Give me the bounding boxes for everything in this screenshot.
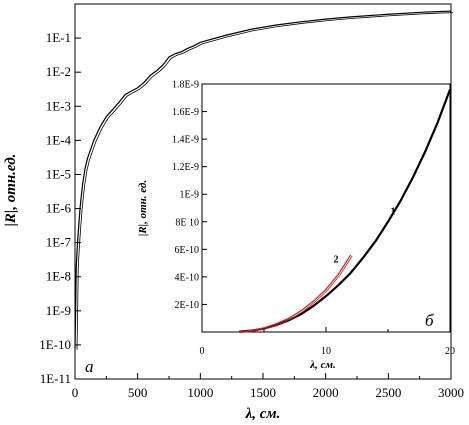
inset-y-axis-title: |R|, отн. ед.: [137, 180, 149, 236]
main-y-tick-label: 1E-8: [46, 269, 71, 284]
main-x-tick-label: 1500: [250, 385, 276, 400]
inset-y-tick-label: 6E-10: [175, 245, 199, 256]
inset-series-group: [239, 89, 452, 333]
inset-y-tick-label: 4E-10: [175, 272, 199, 283]
main-x-tick-label: 1000: [187, 385, 213, 400]
main-x-tick-label: 0: [72, 385, 79, 400]
inset-x-tick-label: 20: [445, 346, 455, 357]
inset-x-tick-label: 10: [321, 346, 331, 357]
main-y-axis-title: |R|, отн.ед.: [3, 154, 19, 227]
main-y-tick-label: 1E-5: [46, 166, 71, 181]
main-y-tick-label: 1E-11: [40, 371, 71, 386]
main-y-tick-label: 1E-2: [46, 64, 71, 79]
inset-y-tick-label: 2E-10: [175, 300, 199, 311]
inset-x-axis: 0 10 20: [200, 327, 455, 357]
inset-y-tick-label: 1.2E-9: [172, 162, 199, 173]
inset-series-line-2: [239, 254, 352, 333]
panel-label-a: а: [85, 357, 94, 376]
inset-chart: 0 10 20 2E-10 4E-10 6E-10 8E 10 1E-9 1.2E-9 1.4E…: [137, 80, 455, 372]
main-series-line-shadow-0: [76, 12, 454, 350]
inset-y-tick-label: 1E-9: [180, 190, 199, 201]
main-y-tick-label: 1E-7: [46, 235, 72, 250]
inset-y-axis: 2E-10 4E-10 6E-10 8E 10 1E-9 1.2E-9 1.4E-9 1.6E…: [172, 80, 207, 311]
main-y-tick-label: 1E-10: [39, 337, 71, 352]
main-y-tick-label: 1E-1: [46, 30, 71, 45]
main-y-tick-label: 1E-9: [46, 303, 71, 318]
inset-curve-labels: 12: [333, 206, 395, 265]
main-x-tick-label: 2000: [313, 385, 339, 400]
inset-y-tick-label: 1.6E-9: [172, 107, 199, 118]
inset-plot-frame: [201, 83, 451, 333]
main-x-tick-label: 500: [128, 385, 148, 400]
main-x-tick-label: 2500: [375, 385, 401, 400]
inset-y-tick-label: 1.4E-9: [172, 135, 199, 146]
curve-label-1: 1: [390, 206, 395, 217]
main-series-group: [74, 10, 454, 350]
inset-x-axis-title: λ, см.: [309, 359, 336, 371]
panel-label-b: б: [425, 311, 434, 330]
main-y-tick-label: 1E-4: [46, 132, 72, 147]
inset-x-tick-label: 0: [200, 346, 205, 357]
main-y-tick-label: 1E-3: [46, 98, 71, 113]
inset-series-line-2-shadow: [240, 255, 353, 333]
inset-y-tick-label: 1.8E-9: [172, 80, 199, 91]
curve-label-2: 2: [333, 255, 338, 266]
main-series-line-0: [74, 10, 452, 349]
main-y-axis: 1E-11 1E-10 1E-9 1E-8 1E-7 1E-6 1E-5 1E-4 1E-3 1E…: [39, 30, 81, 386]
main-x-axis-title: λ, см.: [245, 406, 281, 422]
main-x-axis: 0 500 1000 1500 2000 2500 3000: [72, 373, 464, 400]
main-y-tick-label: 1E-6: [46, 201, 72, 216]
main-x-tick-label: 3000: [438, 385, 464, 400]
inset-y-tick-label: 8E 10: [175, 217, 199, 228]
